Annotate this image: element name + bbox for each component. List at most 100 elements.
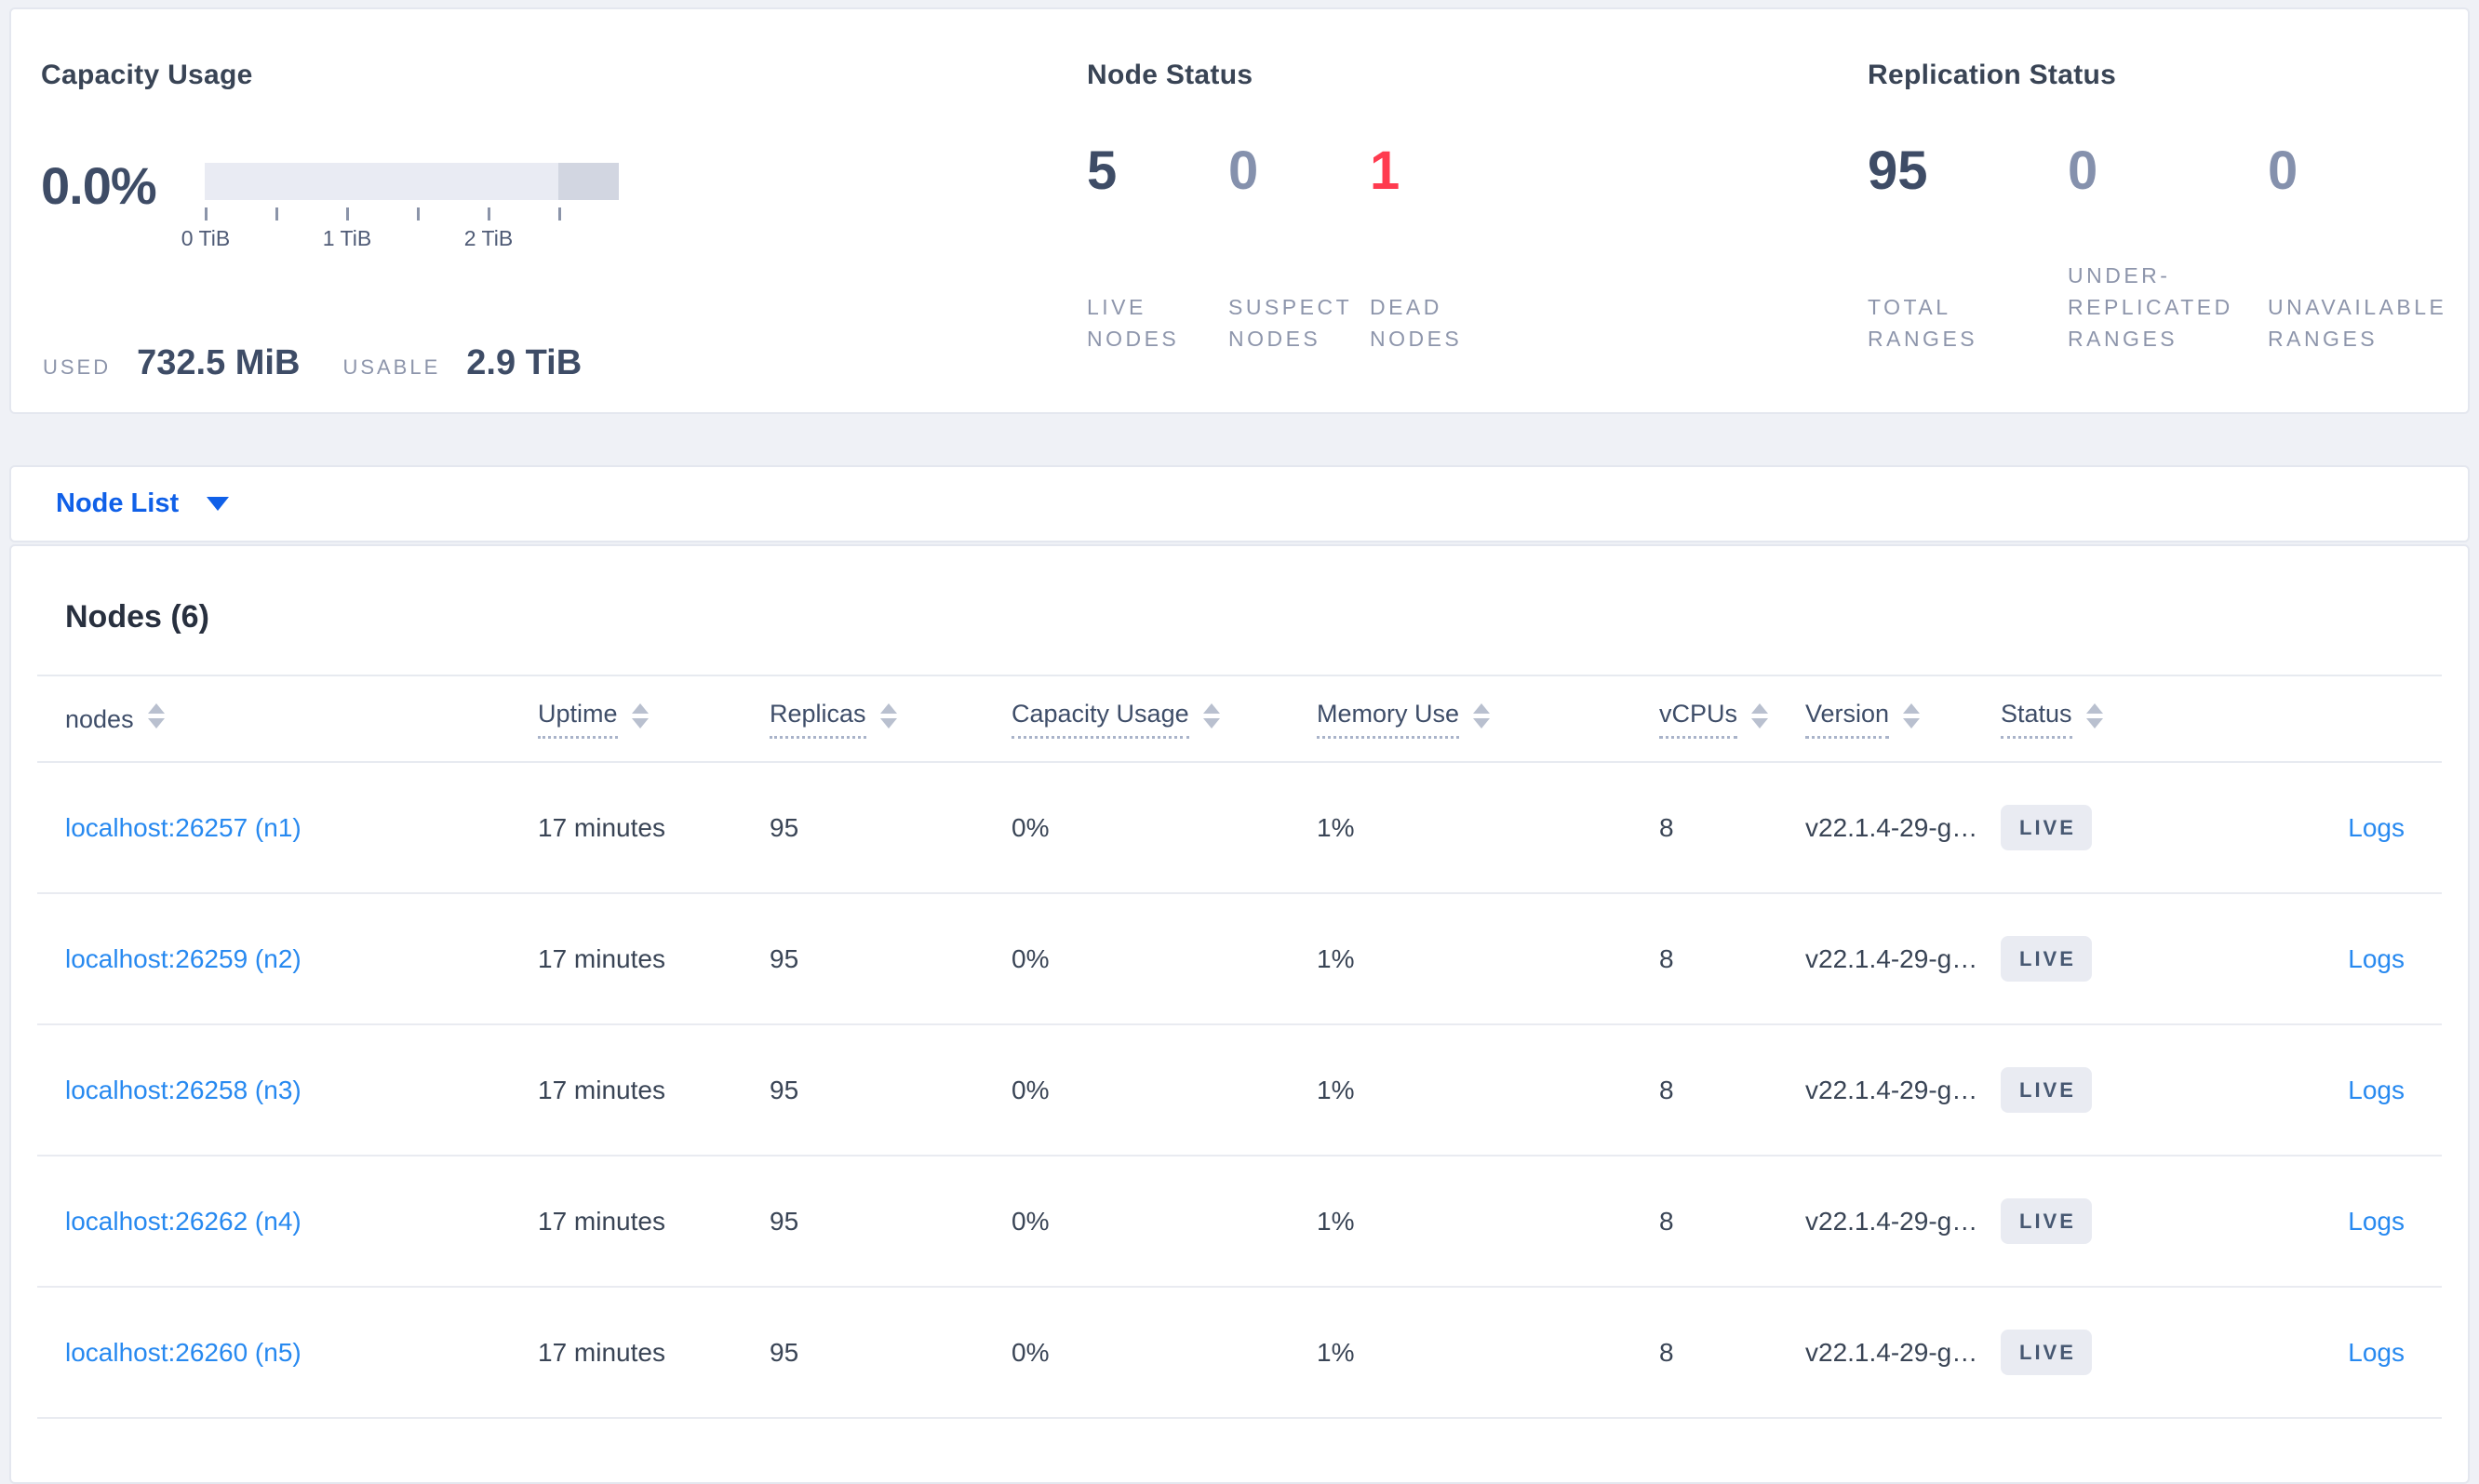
under-replicated-ranges-stat: 0 UNDER-REPLICATED RANGES: [2068, 144, 2268, 354]
suspect-nodes-stat: 0 SUSPECT NODES: [1228, 144, 1370, 354]
capacity-usage-cell: 0%: [1012, 812, 1050, 842]
dead-nodes-label: DEAD NODES: [1369, 295, 1463, 351]
table-row: localhost:26258 (n3) 17 minutes 95 0% 1%…: [37, 1025, 2442, 1156]
capacity-usage-cell: 0%: [1012, 1075, 1050, 1104]
memory-use-cell: 1%: [1317, 1206, 1355, 1236]
vcpus-cell: 8: [1659, 1075, 1674, 1104]
replicas-cell: 95: [770, 1337, 799, 1367]
sort-icon[interactable]: [1473, 703, 1491, 729]
node-status-title: Node Status: [1086, 60, 1253, 90]
node-link[interactable]: localhost:26259 (n2): [65, 943, 302, 973]
memory-use-cell: 1%: [1317, 1337, 1355, 1367]
version-cell: v22.1.4-29-g…: [1805, 1337, 1978, 1367]
vcpus-cell: 8: [1659, 943, 1674, 973]
node-link[interactable]: localhost:26262 (n4): [65, 1206, 302, 1236]
capacity-usage-section: Capacity Usage 0.0% 0 TiB 1 TiB 2 TiB: [11, 9, 1061, 412]
replication-status-section: Replication Status 95 TOTAL RANGES 0 UND…: [1842, 9, 2468, 412]
used-label: USED: [43, 355, 112, 379]
node-link[interactable]: localhost:26258 (n3): [65, 1075, 302, 1104]
logs-link[interactable]: Logs: [2348, 943, 2405, 973]
capacity-usage-cell: 0%: [1012, 1337, 1050, 1367]
version-cell: v22.1.4-29-g…: [1805, 1075, 1978, 1104]
column-header-uptime[interactable]: Uptime: [538, 700, 770, 739]
node-list-dropdown[interactable]: Node List: [56, 488, 180, 518]
live-nodes-label: LIVE NODES: [1086, 295, 1180, 351]
sort-icon[interactable]: [1903, 703, 1921, 729]
axis-tick-label: 1 TiB: [322, 226, 372, 250]
status-badge: LIVE: [2001, 1067, 2092, 1113]
memory-use-cell: 1%: [1317, 943, 1355, 973]
sort-icon[interactable]: [147, 703, 165, 729]
axis-tick: [346, 207, 349, 221]
status-badge: LIVE: [2001, 1330, 2092, 1375]
capacity-usage-cell: 0%: [1012, 943, 1050, 973]
dead-nodes-value: 1: [1369, 140, 1400, 201]
version-cell: v22.1.4-29-g…: [1805, 943, 1978, 973]
nodes-table-title: Nodes (6): [65, 599, 209, 635]
vcpus-cell: 8: [1659, 812, 1674, 842]
column-header-version[interactable]: Version: [1805, 700, 2001, 739]
sort-icon[interactable]: [2085, 703, 2103, 729]
column-header-memory-use[interactable]: Memory Use: [1317, 700, 1659, 739]
sort-icon[interactable]: [1751, 703, 1769, 729]
uptime-cell: 17 minutes: [538, 1075, 665, 1104]
node-link[interactable]: localhost:26260 (n5): [65, 1337, 302, 1367]
total-ranges-stat: 95 TOTAL RANGES: [1868, 144, 2068, 354]
axis-tick: [558, 207, 561, 221]
column-header-vcpus[interactable]: vCPUs: [1659, 700, 1805, 739]
version-cell: v22.1.4-29-g…: [1805, 1206, 1978, 1236]
capacity-usage-legend: USED 732.5 MiB USABLE 2.9 TiB: [41, 343, 1061, 383]
table-row: localhost:26257 (n1) 17 minutes 95 0% 1%…: [37, 763, 2442, 894]
unavailable-ranges-label: UNAVAILABLE RANGES: [2268, 295, 2447, 351]
under-replicated-ranges-value: 0: [2068, 140, 2098, 201]
live-nodes-value: 5: [1086, 140, 1118, 201]
axis-tick: [205, 207, 208, 221]
logs-link[interactable]: Logs: [2348, 1075, 2405, 1104]
capacity-usage-title: Capacity Usage: [41, 60, 253, 90]
vcpus-cell: 8: [1659, 1206, 1674, 1236]
status-cell: LIVE: [2001, 1067, 2236, 1113]
replicas-cell: 95: [770, 1206, 799, 1236]
uptime-cell: 17 minutes: [538, 1206, 665, 1236]
column-header-replicas[interactable]: Replicas: [770, 700, 1012, 739]
status-badge: LIVE: [2001, 805, 2092, 850]
uptime-cell: 17 minutes: [538, 812, 665, 842]
axis-tick-label: 2 TiB: [463, 226, 514, 250]
suspect-nodes-label: SUSPECT NODES: [1227, 295, 1352, 351]
chevron-down-icon[interactable]: [207, 497, 230, 511]
node-status-section: Node Status 5 LIVE NODES 0 SUSPECT NODES…: [1061, 9, 1842, 412]
status-cell: LIVE: [2001, 1198, 2236, 1244]
logs-link[interactable]: Logs: [2348, 1206, 2405, 1236]
column-header-capacity-usage[interactable]: Capacity Usage: [1012, 700, 1317, 739]
suspect-nodes-value: 0: [1227, 140, 1259, 201]
under-replicated-ranges-label: UNDER-REPLICATED RANGES: [2068, 263, 2233, 351]
replicas-cell: 95: [770, 812, 799, 842]
replicas-cell: 95: [770, 1075, 799, 1104]
memory-use-cell: 1%: [1317, 1075, 1355, 1104]
sort-icon[interactable]: [1202, 703, 1220, 729]
sort-icon[interactable]: [879, 703, 897, 729]
capacity-bar-segment: [558, 163, 619, 200]
table-row: localhost:26260 (n5) 17 minutes 95 0% 1%…: [37, 1288, 2442, 1419]
nodes-table-card: Nodes (6) nodes Uptime Replicas Capacity…: [9, 544, 2470, 1484]
table-row: localhost:26262 (n4) 17 minutes 95 0% 1%…: [37, 1156, 2442, 1288]
capacity-bar-track: [205, 163, 619, 200]
unavailable-ranges-value: 0: [2268, 140, 2298, 201]
status-badge: LIVE: [2001, 936, 2092, 982]
capacity-used-percent: 0.0%: [41, 156, 157, 215]
axis-tick-label: 0 TiB: [181, 226, 231, 250]
uptime-cell: 17 minutes: [538, 943, 665, 973]
table-row: localhost:26259 (n2) 17 minutes 95 0% 1%…: [37, 894, 2442, 1025]
column-header-status[interactable]: Status: [2001, 700, 2236, 739]
logs-link[interactable]: Logs: [2348, 812, 2405, 842]
logs-link[interactable]: Logs: [2348, 1337, 2405, 1367]
replicas-cell: 95: [770, 943, 799, 973]
node-link[interactable]: localhost:26257 (n1): [65, 812, 302, 842]
replication-status-title: Replication Status: [1868, 60, 2117, 90]
vcpus-cell: 8: [1659, 1337, 1674, 1367]
cluster-summary-panel: Capacity Usage 0.0% 0 TiB 1 TiB 2 TiB: [9, 7, 2470, 414]
live-nodes-stat: 5 LIVE NODES: [1087, 144, 1228, 354]
sort-icon[interactable]: [631, 703, 649, 729]
total-ranges-label: TOTAL RANGES: [1868, 295, 1978, 351]
column-header-nodes[interactable]: nodes: [65, 703, 538, 733]
